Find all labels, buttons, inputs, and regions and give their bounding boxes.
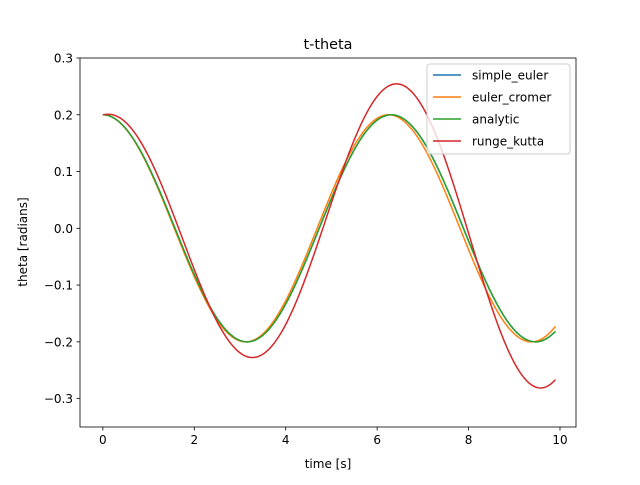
y-tick-label: −0.3 <box>44 392 73 406</box>
x-axis-label: time [s] <box>305 457 352 471</box>
y-tick-label: 0.1 <box>54 165 73 179</box>
x-tick-label: 6 <box>373 433 381 447</box>
chart-title: t-theta <box>304 37 353 53</box>
legend-label-euler-cromer: euler_cromer <box>472 91 551 105</box>
x-tick-label: 2 <box>190 433 198 447</box>
legend-label-simple-euler: simple_euler <box>472 69 548 83</box>
plot-area-frame <box>79 57 577 428</box>
y-tick-label: −0.2 <box>44 335 73 349</box>
y-tick-label: −0.1 <box>44 279 73 293</box>
y-tick-label: 0.2 <box>54 108 73 122</box>
x-tick-label: 10 <box>552 433 567 447</box>
legend-label-runge-kutta: runge_kutta <box>472 135 544 149</box>
x-tick-label: 4 <box>282 433 290 447</box>
legend-box <box>426 63 571 155</box>
legend-label-analytic: analytic <box>472 113 519 127</box>
series-line-runge-kutta <box>102 83 556 389</box>
series-layer <box>102 83 557 389</box>
ticks-layer: 0 2 4 6 8 10 −0.3 −0.2 −0.1 0.0 0.1 0.2 0.3 <box>44 52 568 448</box>
x-tick-label: 8 <box>465 433 473 447</box>
legend: simple_euler euler_cromer analytic runge_ku… <box>426 63 571 155</box>
y-axis-label: theta [radians] <box>16 197 30 286</box>
x-tick-label: 0 <box>99 433 107 447</box>
y-tick-label: 0.3 <box>54 52 73 66</box>
y-tick-label: 0.0 <box>54 222 73 236</box>
